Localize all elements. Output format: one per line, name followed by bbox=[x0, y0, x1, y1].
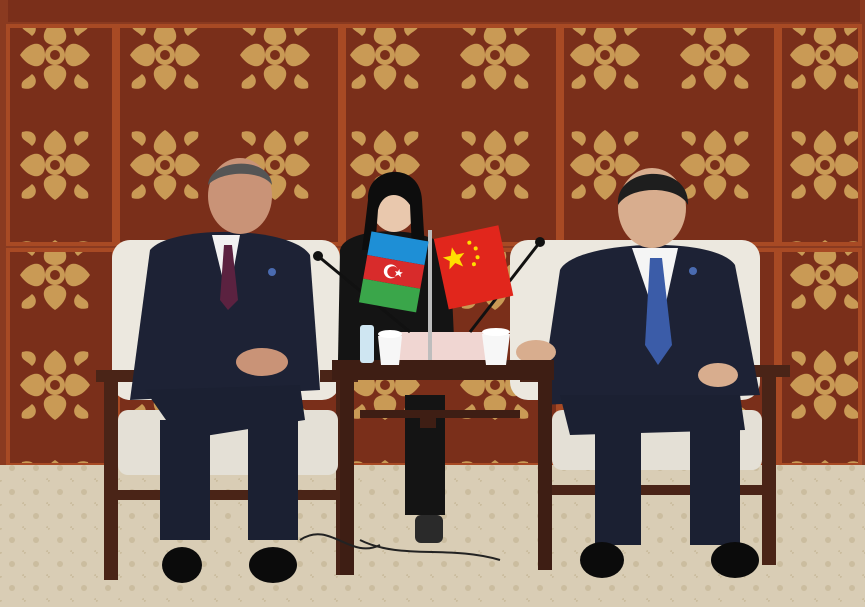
azerbaijan-flag bbox=[358, 231, 429, 313]
flag-stand bbox=[428, 230, 432, 360]
china-flag bbox=[433, 225, 514, 310]
right-delegate bbox=[516, 168, 760, 578]
tabletop-items bbox=[360, 325, 510, 365]
floor-cables bbox=[299, 533, 501, 561]
left-delegate bbox=[130, 158, 320, 583]
